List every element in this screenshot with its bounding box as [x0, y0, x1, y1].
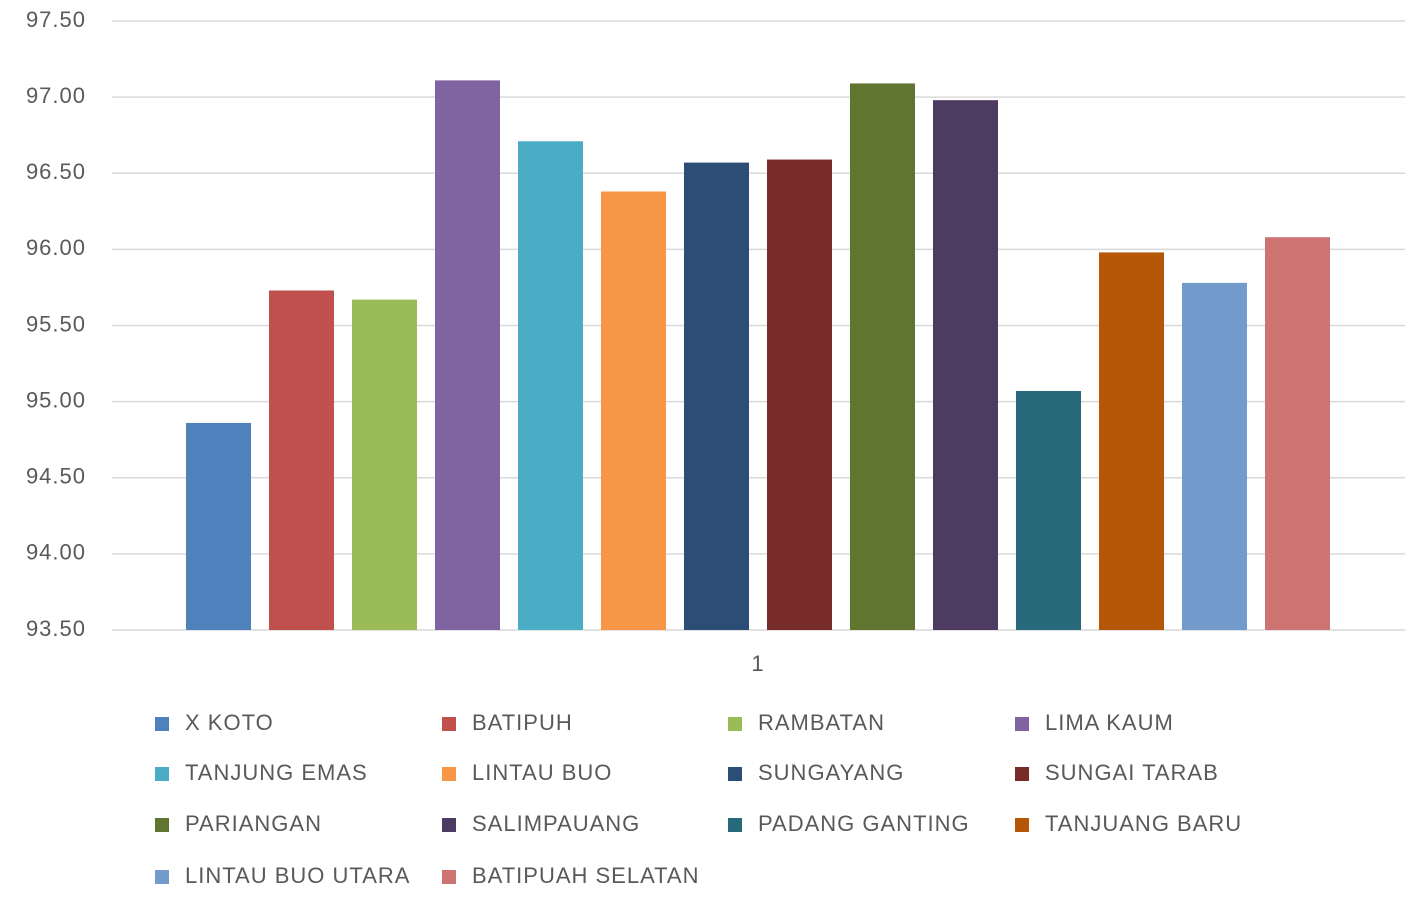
legend-swatch — [1015, 717, 1029, 731]
legend-swatch — [155, 767, 169, 781]
legend-label: PARIANGAN — [185, 811, 322, 836]
bar — [767, 159, 832, 631]
legend-label: LIMA KAUM — [1045, 710, 1174, 735]
legend-swatch — [1015, 767, 1029, 781]
bar — [269, 290, 334, 630]
bar — [933, 100, 998, 631]
legend-swatch — [155, 818, 169, 832]
bar — [1182, 282, 1247, 630]
legend-label: PADANG GANTING — [758, 811, 970, 836]
legend-swatch — [442, 870, 456, 884]
bar — [601, 191, 666, 630]
legend-swatch — [728, 818, 742, 832]
legend-label: BATIPUH — [472, 710, 573, 735]
y-tick-label: 93.50 — [26, 616, 86, 641]
legend-swatch — [442, 818, 456, 832]
legend-label: SUNGAI TARAB — [1045, 760, 1219, 785]
legend-label: BATIPUAH SELATAN — [472, 863, 700, 888]
y-tick-label: 94.50 — [26, 464, 86, 489]
bar — [1099, 252, 1164, 631]
y-tick-label: 96.00 — [26, 235, 86, 260]
legend-swatch — [728, 767, 742, 781]
legend-swatch — [1015, 818, 1029, 832]
legend-swatch — [442, 767, 456, 781]
bar — [1016, 390, 1081, 630]
y-tick-label: 97.00 — [26, 83, 86, 108]
y-tick-label: 95.00 — [26, 387, 86, 412]
bar — [518, 141, 583, 630]
legend-label: LINTAU BUO UTARA — [185, 863, 410, 888]
legend-swatch — [442, 717, 456, 731]
bar — [1265, 237, 1330, 630]
bar — [684, 162, 749, 630]
bar — [435, 80, 500, 630]
legend-swatch — [155, 717, 169, 731]
legend-label: SUNGAYANG — [758, 760, 904, 785]
bar — [850, 83, 915, 631]
legend-label: X KOTO — [185, 710, 274, 735]
y-tick-label: 96.50 — [26, 159, 86, 184]
legend-label: SALIMPAUANG — [472, 811, 640, 836]
y-tick-label: 95.50 — [26, 311, 86, 336]
bar — [352, 299, 417, 630]
legend-swatch — [155, 870, 169, 884]
legend-swatch — [728, 717, 742, 731]
bar — [186, 422, 251, 630]
y-tick-label: 97.50 — [26, 7, 86, 32]
legend-label: TANJUANG BARU — [1045, 811, 1242, 836]
legend-label: TANJUNG EMAS — [185, 760, 368, 785]
y-tick-label: 94.00 — [26, 540, 86, 565]
legend-label: RAMBATAN — [758, 710, 885, 735]
legend-label: LINTAU BUO — [472, 760, 612, 785]
x-tick-label: 1 — [751, 651, 764, 676]
